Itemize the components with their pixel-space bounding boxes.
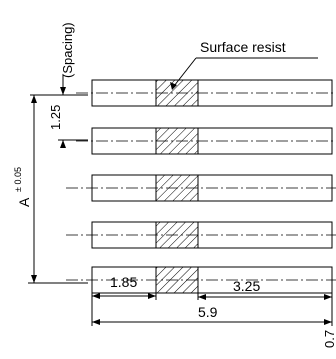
dim-5-9-arrow-right	[324, 319, 332, 325]
pad-3	[66, 174, 336, 202]
dim-a-tolerance: ± 0.05	[13, 167, 23, 192]
spacing-label: (Spacing)	[60, 22, 75, 78]
dim-1-85-label: 1.85	[110, 274, 137, 290]
dim-0-7-label: 0.7	[322, 330, 336, 348]
pitch-arrow-top	[60, 87, 66, 95]
pad-5	[66, 266, 336, 294]
dim-a-label: A	[16, 197, 32, 207]
pad-2	[76, 127, 336, 155]
pad-4	[66, 221, 336, 249]
pitch-value-label: 1.25	[48, 105, 63, 130]
pad-1	[76, 79, 336, 107]
pitch-arrow-bottom	[60, 140, 66, 148]
dim-3-25-label: 3.25	[233, 278, 260, 294]
dim-a-arrow-bottom	[31, 275, 37, 283]
surface-resist-label: Surface resist	[200, 39, 286, 55]
dim-3-25-arrow-right	[324, 294, 332, 300]
dim-3-25-arrow-left	[198, 294, 206, 300]
dim-5-9-arrow-left	[92, 319, 100, 325]
dim-1-85-arrow-right	[148, 293, 156, 299]
dim-1-85-arrow-left	[92, 293, 100, 299]
dim-5-9-label: 5.9	[198, 304, 218, 320]
dim-a-arrow-top	[31, 95, 37, 103]
